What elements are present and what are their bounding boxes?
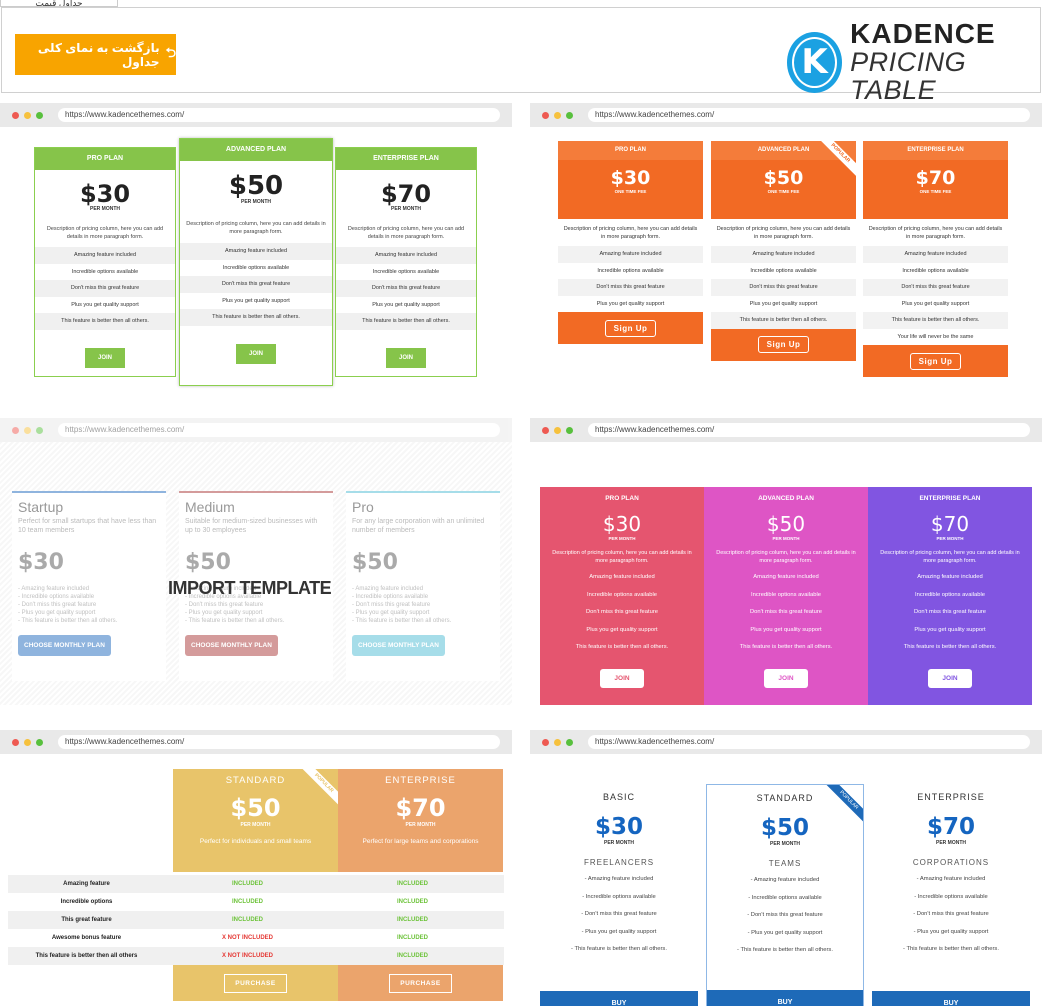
tab-pricing-tables[interactable]: جداول قیمت <box>0 0 118 7</box>
url-bar: https://www.kadencethemes.com/ <box>58 108 500 122</box>
template-tile-minimal-hover[interactable]: https://www.kadencethemes.com/ Startup P… <box>0 418 512 705</box>
purchase-button[interactable]: PURCHASE <box>389 973 452 993</box>
template-tile-orange[interactable]: https://www.kadencethemes.com/ PRO PLAN $… <box>530 103 1042 390</box>
purchase-button[interactable]: PURCHASE <box>224 973 287 993</box>
pricing-column-featured: ADVANCED PLAN $50 PER MONTH Description … <box>179 138 333 386</box>
table-row: Awesome bonus feature X NOT INCLUDED INCLU… <box>51 935 428 941</box>
pricing-column: PRO PLAN $30 PER MONTH Description of pr… <box>540 487 704 705</box>
pricing-column: Pro For any large corporation with an un… <box>346 491 500 681</box>
join-button[interactable]: JOIN <box>84 347 125 368</box>
minimize-dot-icon <box>24 111 31 119</box>
page-header: ⮌ بازگشت به نمای کلی جداول K KADENCE PRI… <box>1 7 1041 104</box>
template-tile-blue[interactable]: https://www.kadencethemes.com/ BASIC $30… <box>530 730 1042 1006</box>
sign-up-button[interactable]: Sign Up <box>909 352 962 370</box>
template-tile-colorful[interactable]: https://www.kadencethemes.com/ PRO PLAN … <box>530 418 1042 705</box>
pricing-column: BASIC $30 PER MONTH FREELANCERS - Amazin… <box>540 784 698 1006</box>
pricing-column: PRO PLAN $30 PER MONTH Description of pr… <box>34 147 176 377</box>
pricing-column: ENTERPRISE PLAN $70 PER MONTH Descriptio… <box>335 147 477 377</box>
table-row: This great feature INCLUDED INCLUDED <box>8 911 504 929</box>
table-row: Amazing feature INCLUDED INCLUDED <box>8 875 504 893</box>
join-button[interactable]: JOIN <box>928 668 972 688</box>
pricing-column: ADVANCED PLAN $50 PER MONTH Description … <box>704 487 868 705</box>
url-bar: https://www.kadencethemes.com/ <box>58 735 500 749</box>
buy-button[interactable]: BUY <box>872 991 1030 1006</box>
pricing-column: Startup Perfect for small startups that … <box>12 491 166 681</box>
choose-plan-button[interactable]: CHOOSE MONTHLY PLAN <box>18 635 111 656</box>
choose-plan-button[interactable]: CHOOSE MONTHLY PLAN <box>352 635 445 656</box>
pricing-column: PRO PLAN $30 ONE TIME FEE Description of p… <box>558 141 703 344</box>
pricing-column: ENTERPRISE PLAN $70 ONE TIME FEE Descripti… <box>863 141 1008 377</box>
back-button-label: بازگشت به نمای کلی جداول <box>37 40 160 69</box>
join-button[interactable]: JOIN <box>385 347 426 368</box>
url-bar: https://www.kadencethemes.com/ <box>588 108 1030 122</box>
template-tile-green[interactable]: https://www.kadencethemes.com/ PRO PLAN … <box>0 103 512 390</box>
choose-plan-button[interactable]: CHOOSE MONTHLY PLAN <box>185 635 278 656</box>
join-button[interactable]: JOIN <box>764 668 808 688</box>
url-bar: https://www.kadencethemes.com/ <box>588 735 1030 749</box>
pricing-column: Medium Suitable for medium-sized busines… <box>179 491 333 681</box>
maximize-dot-icon <box>36 111 43 119</box>
plan-header: ENTERPRISE $70 PER MONTH Perfect for lar… <box>338 769 503 872</box>
sign-up-button[interactable]: Sign Up <box>757 336 810 353</box>
plan-header: STANDARD $50 PER MONTH Perfect for indiv… <box>173 769 338 872</box>
join-button[interactable]: JOIN <box>235 343 276 364</box>
sign-up-button[interactable]: Sign Up <box>604 319 657 337</box>
template-tile-comparison[interactable]: https://www.kadencethemes.com/ STANDARD … <box>0 730 512 1006</box>
url-bar: https://www.kadencethemes.com/ <box>588 423 1030 437</box>
url-bar: https://www.kadencethemes.com/ <box>58 423 500 437</box>
table-row: This feature is better then all others X … <box>8 947 504 965</box>
import-template-button[interactable]: IMPORT TEMPLATE <box>168 578 332 598</box>
pricing-column: ENTERPRISE PLAN $70 PER MONTH Descriptio… <box>868 487 1032 705</box>
logo-title: KADENCE <box>850 18 996 49</box>
pricing-column-featured: STANDARD $50 PER MONTH TEAMS - Amazing f… <box>706 784 864 1006</box>
close-dot-icon <box>12 111 19 119</box>
table-row: Incredible options INCLUDED INCLUDED <box>60 899 428 905</box>
pricing-column: ENTERPRISE $70 PER MONTH CORPORATIONS - … <box>872 784 1030 1006</box>
return-arrow-icon: ⮌ <box>165 44 176 60</box>
pricing-column-featured: ADVANCED PLAN $50 ONE TIME FEE POPULAR Desc… <box>711 141 856 361</box>
buy-button[interactable]: BUY <box>707 990 863 1006</box>
buy-button[interactable]: BUY <box>540 991 698 1006</box>
kadence-logo: K KADENCE PRICING TABLE <box>787 20 1040 104</box>
logo-subtitle: PRICING TABLE <box>850 47 967 105</box>
kadence-logo-icon: K <box>787 31 843 93</box>
join-button[interactable]: JOIN <box>600 668 644 688</box>
back-to-tables-button[interactable]: ⮌ بازگشت به نمای کلی جداول <box>15 34 176 75</box>
